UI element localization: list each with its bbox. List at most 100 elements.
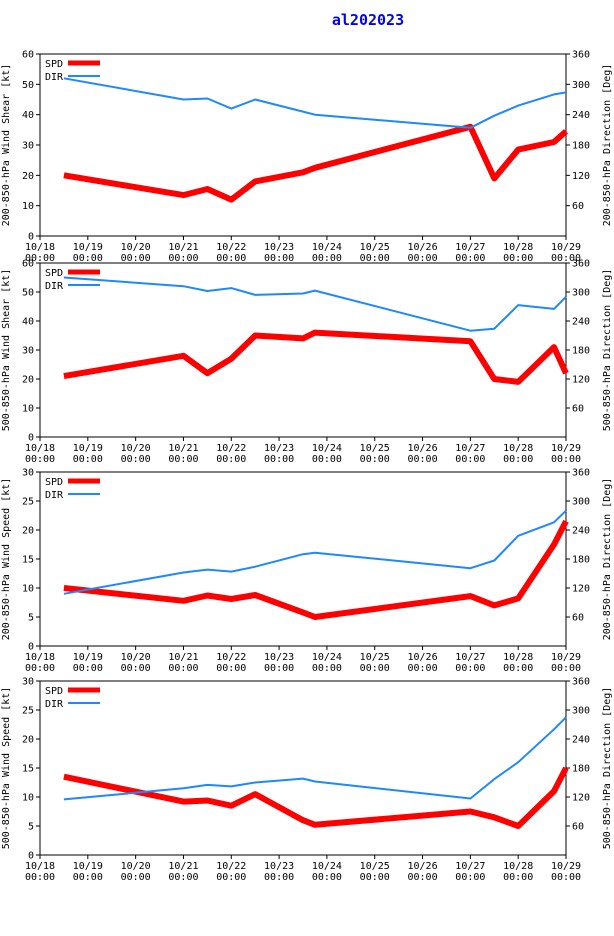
y-right-tick-label: 120: [572, 375, 590, 386]
y-left-tick-label: 5: [28, 822, 34, 833]
y-right-tick-label: 240: [572, 526, 590, 537]
y-left-tick-label: 0: [28, 851, 34, 862]
x-tick-time: 00:00: [216, 872, 246, 883]
x-tick-date: 10/18: [25, 652, 55, 663]
y-left-tick-label: 15: [22, 555, 34, 566]
x-tick-time: 00:00: [551, 253, 581, 264]
x-tick-time: 00:00: [121, 663, 151, 674]
x-tick-date: 10/19: [73, 242, 103, 253]
dir-series-line: [63, 77, 567, 129]
spd-series-line: [63, 123, 568, 203]
x-tick-date: 10/26: [407, 861, 437, 872]
chart-panel-2: 01020304050606012018024030036010/1800:00…: [1, 259, 613, 466]
x-tick-time: 00:00: [216, 663, 246, 674]
x-tick-time: 00:00: [73, 454, 103, 465]
y-left-axis-title: 500-850-hPa Wind Shear [kt]: [1, 269, 12, 432]
x-tick-time: 00:00: [407, 872, 437, 883]
x-tick-date: 10/24: [312, 242, 342, 253]
y-right-tick-label: 300: [572, 288, 590, 299]
x-tick-date: 10/26: [407, 443, 437, 454]
x-tick-time: 00:00: [503, 872, 533, 883]
x-tick-date: 10/29: [551, 242, 581, 253]
legend-spd-label: SPD: [45, 268, 63, 279]
x-tick-date: 10/25: [360, 652, 390, 663]
x-tick-date: 10/27: [455, 861, 485, 872]
x-tick-date: 10/27: [455, 242, 485, 253]
x-tick-date: 10/25: [360, 861, 390, 872]
x-tick-date: 10/21: [168, 652, 198, 663]
spd-series-line: [63, 329, 569, 385]
legend-dir-label: DIR: [45, 72, 64, 83]
spd-series-line: [63, 519, 569, 620]
y-right-tick-label: 240: [572, 317, 590, 328]
x-tick-time: 00:00: [312, 253, 342, 264]
chart-panel-1: 01020304050606012018024030036010/1800:00…: [1, 50, 613, 265]
x-tick-date: 10/29: [551, 861, 581, 872]
plot-frame: [39, 471, 567, 647]
y-left-tick-label: 10: [22, 793, 34, 804]
x-tick-time: 00:00: [455, 872, 485, 883]
x-tick-time: 00:00: [264, 454, 294, 465]
x-tick-time: 00:00: [551, 454, 581, 465]
x-tick-time: 00:00: [360, 253, 390, 264]
x-tick-date: 10/18: [25, 443, 55, 454]
x-tick-date: 10/28: [503, 443, 533, 454]
dir-series-line: [63, 716, 567, 801]
y-left-tick-label: 0: [28, 642, 34, 653]
x-tick-time: 00:00: [73, 663, 103, 674]
x-tick-date: 10/19: [73, 861, 103, 872]
y-left-tick-label: 25: [22, 497, 34, 508]
y-left-tick-label: 30: [22, 677, 34, 688]
x-tick-time: 00:00: [121, 872, 151, 883]
y-left-tick-label: 0: [28, 433, 34, 444]
x-tick-date: 10/20: [121, 652, 151, 663]
x-tick-date: 10/24: [312, 443, 342, 454]
x-tick-time: 00:00: [73, 872, 103, 883]
x-tick-time: 00:00: [168, 454, 198, 465]
x-tick-date: 10/22: [216, 242, 246, 253]
x-tick-time: 00:00: [455, 454, 485, 465]
y-right-tick-label: 240: [572, 735, 590, 746]
x-tick-date: 10/23: [264, 652, 294, 663]
y-right-tick-label: 300: [572, 706, 590, 717]
x-tick-date: 10/23: [264, 242, 294, 253]
y-left-tick-label: 20: [22, 735, 34, 746]
y-right-tick-label: 120: [572, 793, 590, 804]
y-right-axis-title: 200-850-hPa Direction [Deg]: [602, 64, 613, 227]
legend-dir-label: DIR: [45, 699, 64, 710]
y-left-tick-label: 10: [22, 584, 34, 595]
y-left-tick-label: 40: [22, 110, 34, 121]
y-right-tick-label: 180: [572, 346, 590, 357]
x-tick-date: 10/27: [455, 443, 485, 454]
x-tick-time: 00:00: [360, 663, 390, 674]
x-tick-date: 10/21: [168, 443, 198, 454]
y-right-axis-title: 200-850-hPa Direction [Deg]: [602, 478, 613, 641]
legend-dir-label: DIR: [45, 281, 64, 292]
y-right-tick-label: 180: [572, 555, 590, 566]
legend-spd-label: SPD: [45, 686, 63, 697]
y-right-tick-label: 360: [572, 50, 590, 61]
x-tick-time: 00:00: [503, 663, 533, 674]
x-tick-time: 00:00: [25, 872, 55, 883]
x-tick-date: 10/28: [503, 861, 533, 872]
y-left-tick-label: 30: [22, 468, 34, 479]
spd-series-line: [63, 766, 569, 829]
x-tick-date: 10/22: [216, 861, 246, 872]
x-tick-date: 10/29: [551, 652, 581, 663]
y-left-axis-title: 200-850-hPa Wind Shear [kt]: [1, 64, 12, 227]
y-left-tick-label: 0: [28, 232, 34, 243]
x-tick-date: 10/20: [121, 443, 151, 454]
y-left-tick-label: 20: [22, 171, 34, 182]
y-right-tick-label: 360: [572, 468, 590, 479]
y-left-tick-label: 10: [22, 404, 34, 415]
x-tick-time: 00:00: [455, 253, 485, 264]
x-tick-date: 10/18: [25, 242, 55, 253]
x-tick-time: 00:00: [121, 454, 151, 465]
chart-panel-4: 0510152025306012018024030036010/1800:001…: [1, 677, 613, 884]
x-tick-time: 00:00: [121, 253, 151, 264]
x-tick-date: 10/21: [168, 861, 198, 872]
x-tick-time: 00:00: [264, 663, 294, 674]
x-tick-time: 00:00: [551, 663, 581, 674]
x-tick-date: 10/19: [73, 652, 103, 663]
